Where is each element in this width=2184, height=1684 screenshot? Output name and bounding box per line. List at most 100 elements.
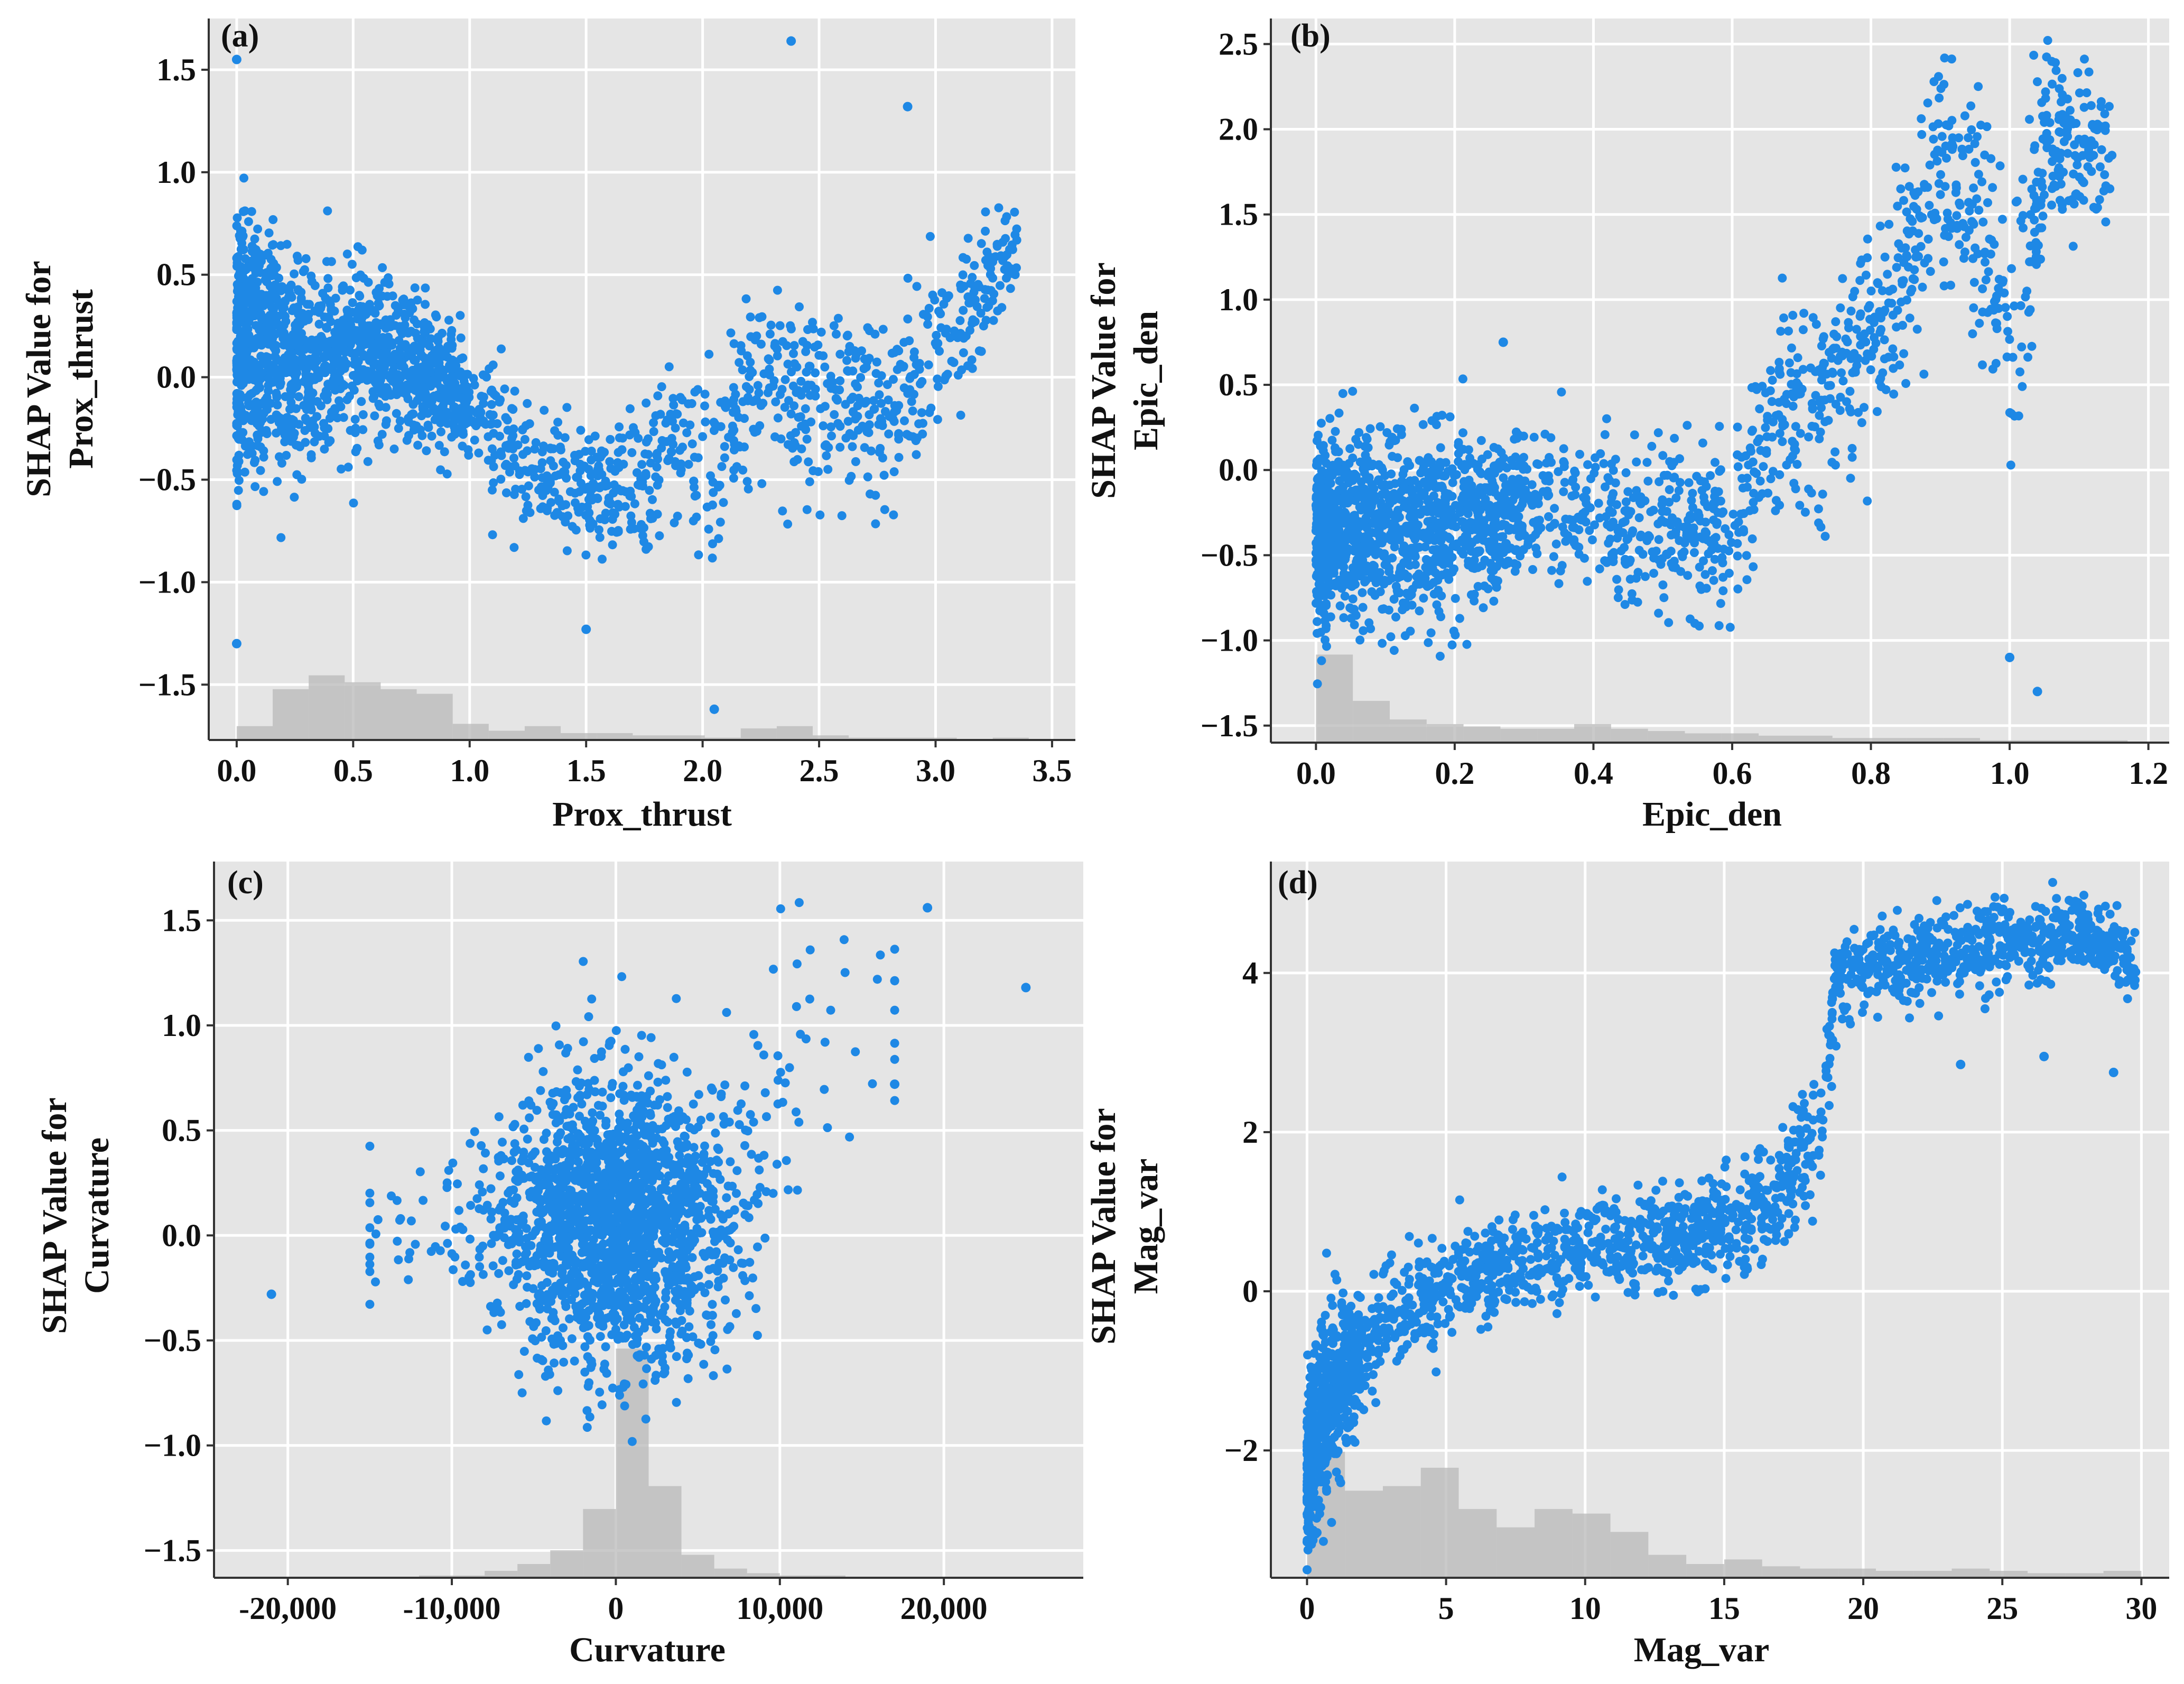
scatter-point (1997, 215, 2007, 224)
scatter-point (815, 510, 825, 520)
scatter-point (692, 512, 701, 522)
scatter-point (827, 431, 836, 441)
scatter-point (575, 487, 584, 496)
scatter-point (684, 460, 693, 469)
scatter-point (704, 349, 714, 359)
scatter-point (489, 478, 498, 487)
scatter-point (835, 349, 845, 359)
scatter-point (1820, 532, 1830, 541)
scatter-point (832, 329, 841, 339)
scatter-point (374, 350, 383, 359)
scatter-point (294, 310, 303, 319)
scatter-point (1978, 217, 1988, 227)
scatter-point (786, 409, 796, 419)
y-tick-label: −1.0 (138, 565, 196, 599)
scatter-point (583, 502, 592, 512)
histogram-bar (1906, 738, 1944, 743)
scatter-point (497, 344, 506, 354)
scatter-point (866, 489, 875, 499)
scatter-point (2030, 215, 2039, 225)
scatter-point (1866, 286, 1876, 295)
histogram-bar (1574, 724, 1611, 743)
histogram-bar (380, 689, 417, 740)
scatter-point (314, 301, 323, 311)
scatter-point (664, 362, 674, 372)
scatter-point (1942, 153, 1951, 163)
scatter-point (488, 360, 498, 369)
scatter-point (617, 445, 627, 455)
scatter-point (358, 410, 368, 419)
scatter-point (322, 257, 331, 266)
panel-b-label: (b) (1290, 18, 1331, 54)
scatter-point (786, 321, 795, 330)
scatter-point (777, 385, 787, 394)
scatter-point (625, 430, 635, 440)
scatter-point (780, 375, 790, 384)
scatter-point (903, 388, 913, 398)
scatter-point (1547, 566, 1556, 575)
scatter-point (503, 415, 512, 425)
scatter-point (2022, 286, 2032, 296)
scatter-point (517, 1388, 527, 1398)
scatter-point (382, 383, 391, 392)
scatter-point (1368, 496, 1377, 506)
scatter-point (1785, 358, 1794, 368)
scatter-point (278, 357, 287, 366)
scatter-point (1449, 471, 1459, 480)
scatter-point (1410, 531, 1419, 540)
scatter-point (625, 404, 635, 413)
scatter-point (391, 301, 400, 310)
scatter-point (1343, 470, 1353, 480)
scatter-point (1402, 589, 1412, 599)
scatter-point (1702, 482, 1711, 491)
scatter-point (1939, 257, 1948, 266)
scatter-point (1917, 130, 1927, 139)
scatter-point (988, 296, 997, 306)
scatter-point (1370, 517, 1380, 526)
scatter-point (645, 486, 654, 495)
scatter-point (447, 326, 457, 335)
scatter-point (239, 327, 249, 337)
scatter-point (442, 469, 452, 479)
scatter-point (1711, 458, 1720, 467)
x-tick-label: 1.2 (2129, 756, 2168, 791)
histogram-bar (2016, 740, 2054, 743)
scatter-point (1847, 452, 1857, 462)
scatter-point (996, 281, 1005, 290)
scatter-point (808, 466, 818, 476)
scatter-point (262, 352, 271, 362)
scatter-point (326, 300, 335, 309)
scatter-point (2037, 223, 2047, 233)
scatter-point (269, 258, 278, 268)
scatter-point (370, 411, 379, 421)
scatter-point (719, 498, 728, 507)
scatter-point (1860, 329, 1869, 339)
scatter-point (1351, 610, 1361, 620)
scatter-point (2070, 140, 2079, 150)
scatter-point (351, 447, 360, 457)
scatter-point (1490, 576, 1499, 586)
scatter-point (244, 437, 254, 447)
scatter-point (1698, 438, 1707, 448)
scatter-point (974, 346, 984, 356)
scatter-point (889, 375, 898, 384)
scatter-point (1633, 597, 1642, 607)
scatter-point (1688, 488, 1697, 498)
scatter-point (233, 469, 242, 478)
scatter-point (615, 422, 624, 432)
scatter-point (1845, 386, 1855, 396)
scatter-point (1804, 432, 1814, 442)
scatter-point (1560, 478, 1569, 487)
scatter-point (1724, 530, 1734, 540)
scatter-point (525, 508, 535, 517)
scatter-point (1475, 546, 1484, 556)
scatter-point (956, 411, 965, 420)
scatter-point (970, 283, 980, 293)
scatter-point (232, 501, 241, 511)
scatter-point (1339, 613, 1349, 623)
scatter-point (460, 419, 470, 429)
scatter-point (764, 354, 773, 364)
scatter-point (872, 975, 882, 984)
histogram-bar (1463, 726, 1501, 743)
scatter-point (585, 515, 594, 524)
